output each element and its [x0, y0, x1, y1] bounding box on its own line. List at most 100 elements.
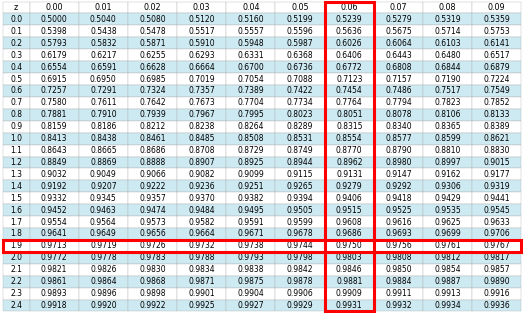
Bar — [128, 37, 177, 49]
Text: 0.9082: 0.9082 — [189, 170, 215, 179]
Bar — [29, 121, 79, 133]
Bar — [472, 168, 521, 180]
Bar — [128, 121, 177, 133]
Text: 0.9732: 0.9732 — [189, 241, 215, 250]
Text: 0.6141: 0.6141 — [484, 39, 510, 48]
Bar — [128, 204, 177, 216]
Text: 0.7704: 0.7704 — [237, 98, 264, 107]
Bar — [177, 25, 226, 37]
Text: 0.7190: 0.7190 — [434, 74, 461, 84]
Text: 0.09: 0.09 — [488, 3, 506, 12]
Bar — [177, 252, 226, 264]
Text: 0.9649: 0.9649 — [90, 229, 117, 239]
Text: 0.6591: 0.6591 — [90, 63, 117, 72]
Text: 0.5040: 0.5040 — [90, 15, 117, 24]
Bar — [276, 121, 325, 133]
Bar — [423, 2, 472, 13]
Bar — [472, 228, 521, 240]
Text: 0.9236: 0.9236 — [189, 182, 215, 191]
Text: 0.6443: 0.6443 — [385, 51, 412, 60]
Text: 0.7088: 0.7088 — [287, 74, 313, 84]
Bar — [128, 264, 177, 276]
Bar — [226, 25, 276, 37]
Bar — [276, 288, 325, 300]
Bar — [374, 73, 423, 85]
Bar — [29, 109, 79, 121]
Text: z: z — [14, 3, 18, 12]
Text: 0.9484: 0.9484 — [189, 206, 215, 215]
Bar — [3, 264, 29, 276]
Bar — [226, 13, 276, 25]
Bar — [325, 13, 374, 25]
Bar — [472, 204, 521, 216]
Text: 0.9713: 0.9713 — [41, 241, 68, 250]
Text: 0.6879: 0.6879 — [484, 63, 510, 72]
Text: 0.5080: 0.5080 — [139, 15, 166, 24]
Text: 0.9868: 0.9868 — [139, 277, 166, 286]
Bar — [79, 73, 128, 85]
Bar — [276, 37, 325, 49]
Bar — [226, 121, 276, 133]
Bar — [423, 180, 472, 192]
Text: 0.9535: 0.9535 — [434, 206, 461, 215]
Bar — [3, 240, 521, 252]
Text: 0.6179: 0.6179 — [41, 51, 68, 60]
Bar — [3, 61, 29, 73]
Bar — [423, 109, 472, 121]
Bar — [3, 228, 29, 240]
Bar — [226, 156, 276, 168]
Bar — [374, 25, 423, 37]
Bar — [276, 133, 325, 145]
Text: 0.8051: 0.8051 — [336, 110, 363, 119]
Text: 0.9656: 0.9656 — [139, 229, 166, 239]
Text: 0.9554: 0.9554 — [41, 218, 68, 227]
Bar — [3, 109, 29, 121]
Bar — [177, 133, 226, 145]
Bar — [3, 2, 29, 13]
Bar — [128, 13, 177, 25]
Bar — [177, 168, 226, 180]
Text: 0.9842: 0.9842 — [287, 265, 313, 274]
Text: 0.6255: 0.6255 — [139, 51, 166, 60]
Bar — [423, 73, 472, 85]
Bar — [79, 97, 128, 109]
Text: 0.9: 0.9 — [10, 122, 22, 131]
Text: 0.9887: 0.9887 — [434, 277, 461, 286]
Text: 0.9564: 0.9564 — [90, 218, 117, 227]
Bar — [177, 109, 226, 121]
Text: 0.9838: 0.9838 — [238, 265, 264, 274]
Text: 0.9463: 0.9463 — [90, 206, 117, 215]
Bar — [472, 61, 521, 73]
Bar — [3, 49, 29, 61]
Text: 0.7291: 0.7291 — [90, 86, 117, 95]
Bar — [177, 2, 226, 13]
Text: 0.9382: 0.9382 — [238, 194, 264, 203]
Bar — [423, 240, 472, 252]
Bar — [226, 85, 276, 97]
Text: 0.9803: 0.9803 — [336, 253, 363, 262]
Text: 0.9616: 0.9616 — [385, 218, 412, 227]
Bar — [276, 13, 325, 25]
Bar — [29, 168, 79, 180]
Text: 0.9906: 0.9906 — [287, 289, 313, 298]
Text: 0.7881: 0.7881 — [41, 110, 68, 119]
Text: 0.5832: 0.5832 — [90, 39, 117, 48]
Bar — [276, 252, 325, 264]
Bar — [374, 13, 423, 25]
Text: 0.5517: 0.5517 — [189, 27, 215, 36]
Text: 0.9641: 0.9641 — [41, 229, 68, 239]
Text: 0.6026: 0.6026 — [336, 39, 363, 48]
Text: 0.7324: 0.7324 — [139, 86, 166, 95]
Bar — [29, 192, 79, 204]
Bar — [128, 133, 177, 145]
Bar — [325, 2, 374, 13]
Text: 0.5675: 0.5675 — [385, 27, 412, 36]
Text: 0.7123: 0.7123 — [336, 74, 363, 84]
Text: 0.9608: 0.9608 — [336, 218, 363, 227]
Text: 0.6368: 0.6368 — [287, 51, 313, 60]
Bar — [276, 204, 325, 216]
Text: 0.5239: 0.5239 — [336, 15, 363, 24]
Text: 0.9345: 0.9345 — [90, 194, 117, 203]
Text: 0.9890: 0.9890 — [484, 277, 510, 286]
Text: 0.8186: 0.8186 — [90, 122, 116, 131]
